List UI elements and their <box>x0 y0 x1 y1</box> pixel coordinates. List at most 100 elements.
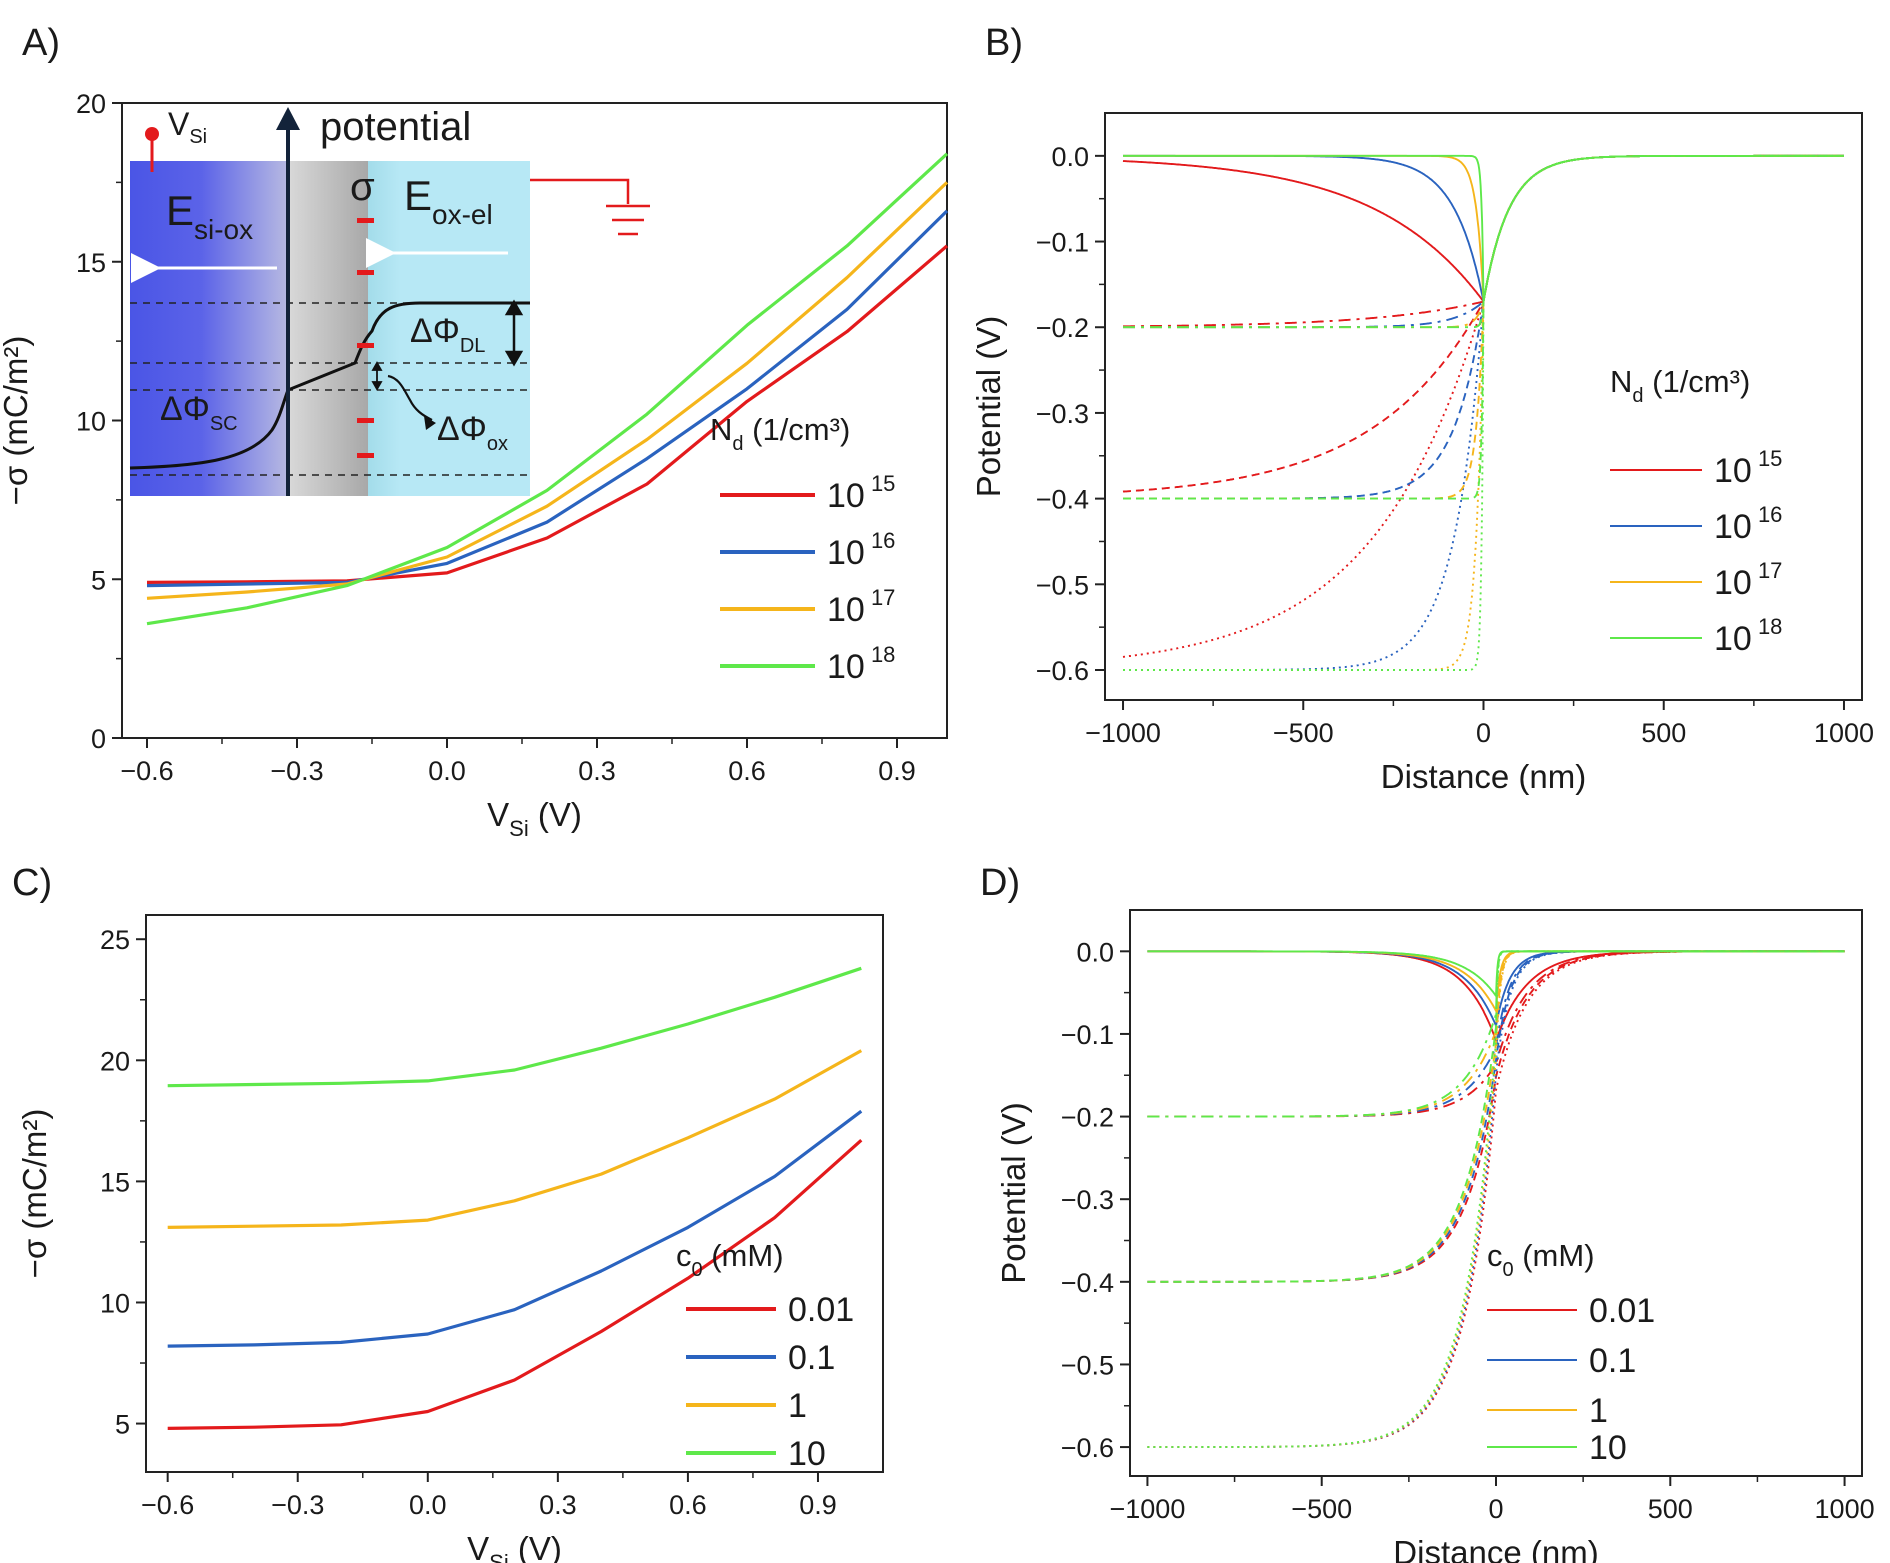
y-tick-label: 10 <box>76 407 106 437</box>
x-axis-label: Distance (nm) <box>1381 758 1586 795</box>
chart-panel-d: −1000 −500 0 500 1000 0.0 −0.1 −0.2 −0.3 −0.4 −0.5… <box>995 909 1875 1563</box>
e-si-ox-label: Esi-ox <box>166 187 253 245</box>
x-tick-label: −500 <box>1273 718 1334 748</box>
x-tick-label: 0.9 <box>799 1490 837 1520</box>
y-tick-label: 15 <box>100 1167 130 1197</box>
plot-frame <box>145 914 884 1473</box>
x-tick-label: −0.3 <box>271 1490 324 1520</box>
y-tick-label: 5 <box>115 1410 130 1440</box>
legend-label-blue: 0.1 <box>1589 1342 1636 1380</box>
inset-dashed-guides <box>130 302 530 476</box>
profile-green-v2 <box>1147 950 1845 1283</box>
y-axis-label: −σ (mC/m²) <box>16 1109 53 1279</box>
x-tick-label: 0 <box>1488 1494 1503 1524</box>
dphi-ox-label: ΔΦox <box>437 410 508 455</box>
x-tick-label: −0.6 <box>141 1490 194 1520</box>
legend-label-red: 10 15 <box>827 471 895 515</box>
panel-letter-b: B) <box>985 22 1023 64</box>
e-ox-el-label: Eox-el <box>404 172 493 230</box>
vsi-terminal-dot <box>145 127 159 141</box>
series-line-red <box>146 244 949 584</box>
vsi-label: VSi <box>168 106 207 148</box>
series-line-yellow <box>146 181 949 600</box>
y-tick-label: 25 <box>100 925 130 955</box>
profile-blue-v2 <box>1147 950 1845 1283</box>
panel-letter-a: A) <box>22 22 60 64</box>
series-line-red <box>167 1139 863 1430</box>
legend-label-red: 0.01 <box>788 1291 854 1329</box>
x-tick-label: 500 <box>1641 718 1686 748</box>
profile-green-v1 <box>1147 950 1845 1118</box>
y-tick-label: 10 <box>100 1288 130 1318</box>
x-tick-label: −1000 <box>1110 1494 1186 1524</box>
ground-icon <box>530 178 650 236</box>
legend-label-green: 10 <box>1589 1429 1627 1467</box>
y-tick-label: −0.3 <box>1061 1185 1114 1215</box>
chart-panel-b: −1000 −500 0 500 1000 0.0 −0.1 −0.2 −0.3 −0.4 −0.5… <box>970 112 1874 795</box>
y-tick-label: 5 <box>91 565 106 595</box>
panel-letter-d: D) <box>980 862 1020 904</box>
x-tick-label: 1000 <box>1815 1494 1875 1524</box>
y-tick-label: −0.2 <box>1061 1103 1114 1133</box>
y-tick-label: 15 <box>76 248 106 278</box>
electrolyte-region <box>368 161 530 496</box>
profile-green-v0 <box>1123 154 1844 302</box>
x-tick-label: 0.3 <box>539 1490 577 1520</box>
legend-label-green: 10 <box>788 1435 826 1473</box>
y-axis-label: Potential (V) <box>995 1102 1032 1284</box>
legend-label-red: 10 15 <box>1714 446 1782 490</box>
y-tick-label: −0.3 <box>1036 399 1089 429</box>
silicon-region <box>130 161 288 496</box>
legend-label-yellow: 10 17 <box>1714 558 1782 602</box>
profile-green-v2 <box>1123 154 1844 500</box>
potential-axis-arrowhead <box>276 107 300 130</box>
dl-double-arrow <box>504 299 524 367</box>
y-axis-label: Potential (V) <box>970 316 1007 498</box>
legend-label-green: 10 18 <box>827 642 895 686</box>
chart-panel-c: −0.6 −0.3 0.0 0.3 0.6 0.9 5 10 15 20 25 VSi (V) −σ (… <box>16 914 884 1563</box>
potential-label: potential <box>320 105 471 149</box>
x-tick-label: 0.0 <box>428 756 466 786</box>
y-tick-label: −0.1 <box>1036 228 1089 258</box>
y-tick-label: −0.6 <box>1061 1433 1114 1463</box>
oxide-region <box>288 161 368 496</box>
x-axis-label: VSi (V) <box>487 796 582 841</box>
x-tick-label: 1000 <box>1814 718 1874 748</box>
x-tick-label: 0.9 <box>878 756 916 786</box>
legend-label-yellow: 10 17 <box>827 585 895 629</box>
x-tick-label: 0.3 <box>578 756 616 786</box>
y-tick-label: 20 <box>76 89 106 119</box>
x-tick-label: −0.3 <box>270 756 323 786</box>
legend-label-blue: 0.1 <box>788 1339 835 1377</box>
y-tick-label: −0.4 <box>1061 1268 1114 1298</box>
legend-label-red: 0.01 <box>1589 1292 1655 1330</box>
x-axis-label: VSi (V) <box>467 1530 562 1563</box>
x-axis-label: Distance (nm) <box>1393 1534 1598 1563</box>
x-tick-label: 0 <box>1476 718 1491 748</box>
legend-label-yellow: 1 <box>788 1387 807 1425</box>
ox-pointer-arrowhead <box>424 416 436 430</box>
ox-double-arrow <box>371 361 383 391</box>
legend-title: Nd (1/cm³) <box>1610 364 1750 407</box>
profile-green-v3 <box>1123 154 1844 671</box>
ox-pointer-arrow <box>387 374 433 421</box>
x-tick-label: −0.6 <box>120 756 173 786</box>
x-tick-label: 0.0 <box>409 1490 447 1520</box>
dphi-dl-label: ΔΦDL <box>410 312 485 357</box>
y-tick-label: 0 <box>91 724 106 754</box>
surface-charge-marks <box>357 218 374 458</box>
y-tick-label: −0.2 <box>1036 313 1089 343</box>
profile-green-v3 <box>1147 950 1845 1449</box>
series-line-green <box>167 966 862 1088</box>
x-tick-label: 0.6 <box>728 756 766 786</box>
band-diagram-inset: potential VSi σ Esi-ox Eox-el ΔΦSC ΔΦDL <box>129 105 650 496</box>
y-axis-label: −σ (mC/m²) <box>0 336 34 506</box>
series-line-yellow <box>167 1049 863 1229</box>
y-tick-label: −0.1 <box>1061 1020 1114 1050</box>
y-tick-label: −0.6 <box>1036 656 1089 686</box>
legend-title: c0 (mM) <box>676 1238 784 1281</box>
y-tick-label: −0.4 <box>1036 485 1089 515</box>
y-tick-label: 20 <box>100 1046 130 1076</box>
series-line-green <box>146 152 949 626</box>
